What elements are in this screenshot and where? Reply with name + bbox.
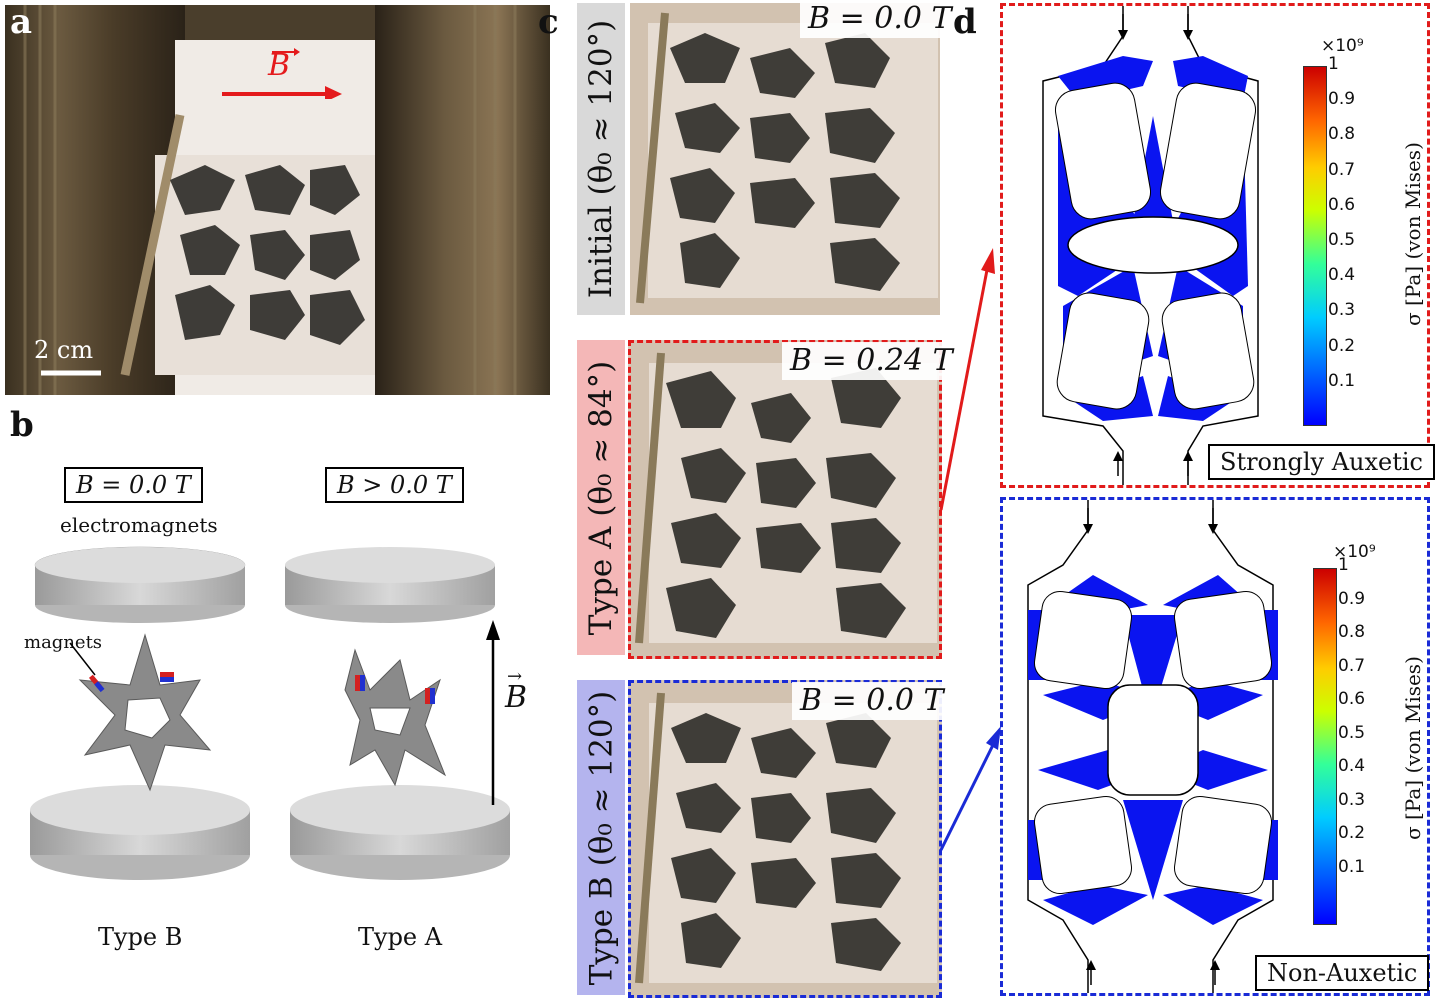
field-arrow-a xyxy=(222,48,342,99)
panel-letter-a: a xyxy=(10,2,33,42)
field-value-type-b: B = 0.0 T xyxy=(792,682,952,720)
colorbar-tick: 0.1 xyxy=(1338,856,1366,877)
colorbar-tick: 0.5 xyxy=(1338,722,1366,743)
colorbar-tick: 0.1 xyxy=(1328,370,1356,391)
field-value-initial: B = 0.0 T xyxy=(800,0,960,38)
colorbar-ticks-top: 1 0.9 0.8 0.7 0.6 0.5 0.4 0.3 0.2 0.1 xyxy=(1328,54,1378,418)
field-value-type-a: B = 0.24 T xyxy=(782,342,961,380)
scale-bar-label: 2 cm xyxy=(34,336,94,364)
row-label-type-a: Type A (θ₀ ≈ 84°) xyxy=(577,340,625,655)
top-electromagnet-left xyxy=(34,546,246,623)
magnets-label: magnets xyxy=(24,632,103,653)
colorbar-tick: 0.3 xyxy=(1328,300,1356,321)
state-label-on: B > 0.0 T xyxy=(325,467,464,503)
panel-letter-d: d xyxy=(953,2,977,42)
caption-type-b: Type B xyxy=(98,923,183,951)
colorbar-tick: 0.4 xyxy=(1328,265,1356,286)
label-strongly-auxetic: Strongly Auxetic xyxy=(1208,444,1435,480)
star-folded xyxy=(344,648,447,787)
top-electromagnet-right xyxy=(285,547,495,623)
state-label-off: B = 0.0 T xyxy=(64,467,203,503)
bottom-electromagnet-left xyxy=(30,785,250,880)
colorbar-tick: 0.6 xyxy=(1328,194,1356,215)
caption-type-a: Type A xyxy=(358,923,443,951)
colorbar-tick: 0.4 xyxy=(1338,756,1366,776)
colorbar-tick: 0.8 xyxy=(1338,622,1366,642)
photo-type-b-state xyxy=(628,680,942,998)
colorbar-tick: 0.6 xyxy=(1338,689,1366,709)
colorbar-ticks-bottom: 1 0.9 0.8 0.7 0.6 0.5 0.4 0.3 0.2 0.1 xyxy=(1338,555,1388,920)
panel-letter-b: b xyxy=(10,405,34,445)
colorbar-tick: 1 xyxy=(1338,555,1349,575)
colorbar-tick: 0.3 xyxy=(1338,789,1366,810)
electromagnets-label: electromagnets xyxy=(60,513,218,537)
colorbar-top xyxy=(1303,66,1327,426)
colorbar-bottom xyxy=(1313,568,1337,925)
colorbar-exponent-top: ×10⁹ xyxy=(1321,36,1364,56)
colorbar-exponent-bottom: ×10⁹ xyxy=(1333,542,1376,562)
field-vector-label-a: B xyxy=(268,48,291,83)
colorbar-label-top: σ [Pa] (von Mises) xyxy=(1401,142,1425,326)
colorbar-tick: 0.9 xyxy=(1338,588,1366,609)
colorbar-label-bottom: σ [Pa] (von Mises) xyxy=(1401,656,1425,840)
photo-initial-state xyxy=(630,3,940,315)
connector-arrows xyxy=(939,248,1001,851)
label-non-auxetic: Non-Auxetic xyxy=(1255,955,1430,991)
schematic-illustration xyxy=(30,546,510,880)
colorbar-tick: 0.9 xyxy=(1328,89,1356,110)
colorbar-tick: 0.2 xyxy=(1328,335,1356,356)
simulation-non-auxetic: ×10⁹ σ [Pa] (von Mises) Non-Auxetic xyxy=(1000,497,1430,996)
bottom-electromagnet-right xyxy=(290,785,510,880)
colorbar-tick: 0.8 xyxy=(1328,124,1356,145)
field-vector-label-b: → B xyxy=(505,666,528,715)
star-flat xyxy=(78,633,212,792)
row-label-type-b: Type B (θ₀ ≈ 120°) xyxy=(577,680,625,995)
panel-letter-c: c xyxy=(538,2,559,42)
colorbar-tick: 0.7 xyxy=(1338,655,1366,676)
photo-electromagnet-setup xyxy=(5,5,550,395)
row-label-initial: Initial (θ₀ ≈ 120°) xyxy=(577,3,625,315)
colorbar-tick: 0.5 xyxy=(1328,230,1356,250)
photo-type-a-state xyxy=(628,340,942,659)
colorbar-tick: 0.2 xyxy=(1338,823,1366,843)
simulation-strongly-auxetic: ×10⁹ σ [Pa] (von Mises) Strongly Auxetic xyxy=(1000,3,1435,488)
colorbar-tick: 1 xyxy=(1328,54,1339,74)
colorbar-tick: 0.7 xyxy=(1328,159,1356,180)
